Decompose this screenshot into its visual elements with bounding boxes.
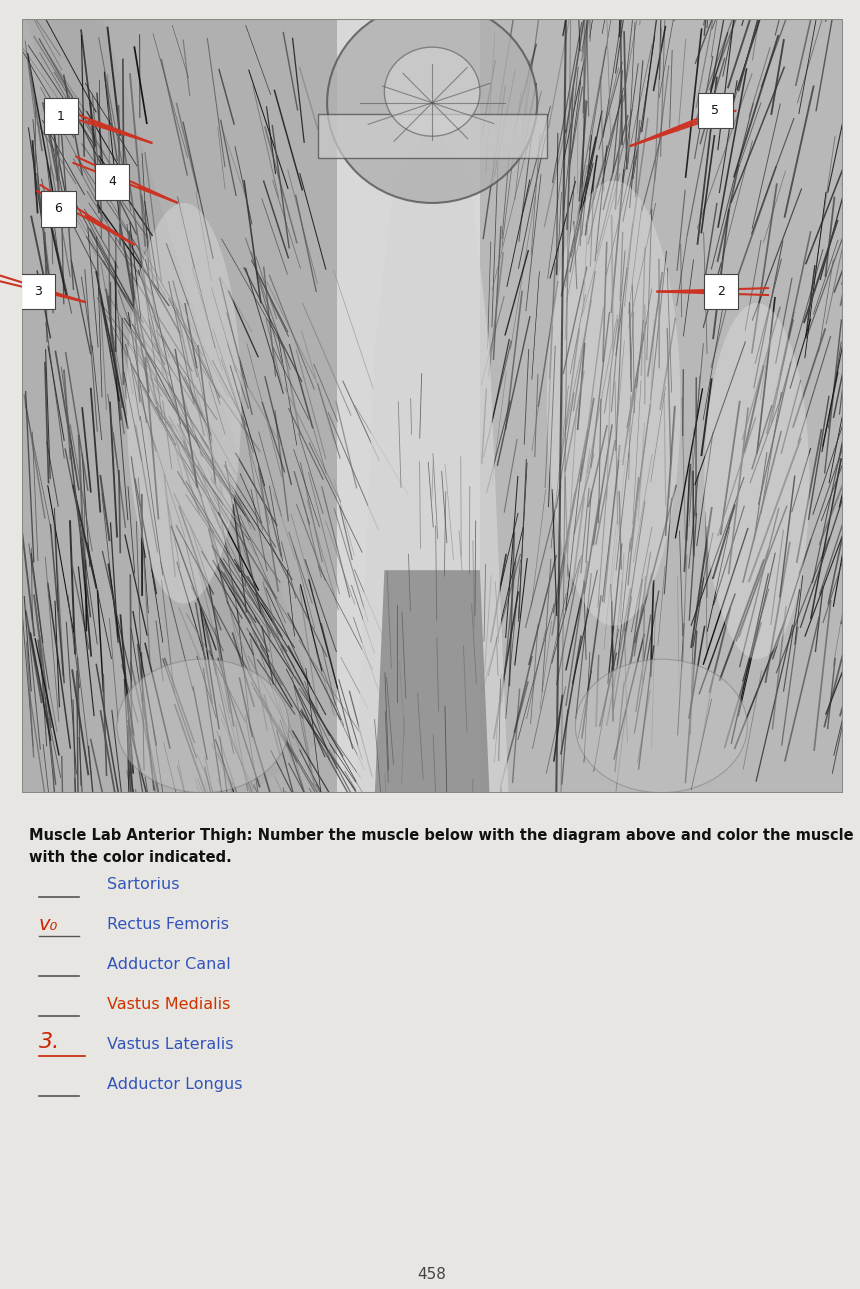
Text: with the color indicated.: with the color indicated. xyxy=(29,849,232,865)
FancyBboxPatch shape xyxy=(698,93,733,129)
Ellipse shape xyxy=(704,303,809,659)
FancyBboxPatch shape xyxy=(21,273,55,309)
FancyBboxPatch shape xyxy=(95,164,129,200)
Polygon shape xyxy=(375,570,489,793)
Polygon shape xyxy=(22,19,384,793)
Text: Adductor Canal: Adductor Canal xyxy=(108,956,231,972)
Text: 458: 458 xyxy=(418,1267,446,1281)
Polygon shape xyxy=(356,125,508,793)
Text: v₀: v₀ xyxy=(39,915,58,935)
Ellipse shape xyxy=(126,202,241,603)
Polygon shape xyxy=(336,19,528,793)
FancyBboxPatch shape xyxy=(704,273,739,309)
Text: Adductor Longus: Adductor Longus xyxy=(108,1076,243,1092)
Text: 4: 4 xyxy=(108,175,116,188)
Ellipse shape xyxy=(384,48,480,137)
Text: Vastus Lateralis: Vastus Lateralis xyxy=(108,1036,234,1052)
Text: 5: 5 xyxy=(711,104,720,117)
Polygon shape xyxy=(480,19,843,793)
FancyBboxPatch shape xyxy=(44,98,78,134)
Text: Vastus Medialis: Vastus Medialis xyxy=(108,996,230,1012)
Polygon shape xyxy=(27,19,327,793)
Text: 1: 1 xyxy=(57,110,64,122)
FancyBboxPatch shape xyxy=(41,191,76,227)
Ellipse shape xyxy=(327,3,538,202)
Ellipse shape xyxy=(547,180,680,626)
Text: 6: 6 xyxy=(54,202,63,215)
Bar xyxy=(317,113,547,159)
Ellipse shape xyxy=(117,659,289,793)
Ellipse shape xyxy=(575,659,747,793)
Text: 2: 2 xyxy=(717,285,725,298)
Text: Sartorius: Sartorius xyxy=(108,877,180,892)
Text: Rectus Femoris: Rectus Femoris xyxy=(108,916,230,932)
Text: 3: 3 xyxy=(34,285,42,298)
Text: 3.: 3. xyxy=(39,1032,60,1052)
Text: Muscle Lab Anterior Thigh: Number the muscle below with the diagram above and co: Muscle Lab Anterior Thigh: Number the mu… xyxy=(29,828,854,843)
